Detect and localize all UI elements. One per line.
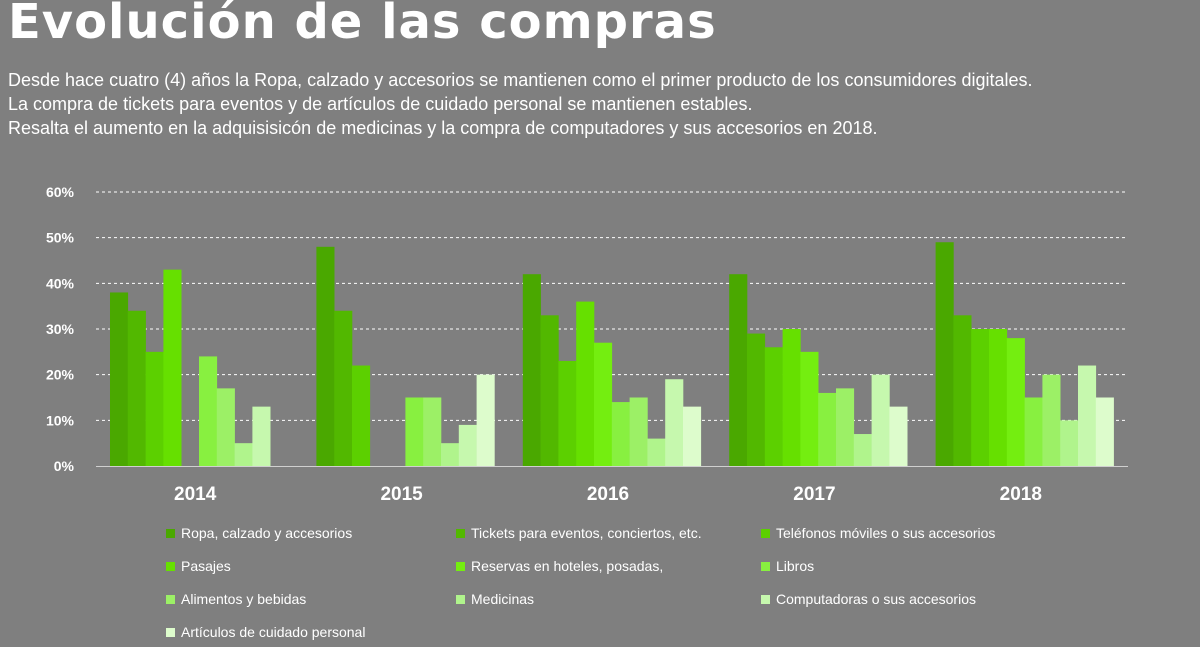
- bar: [1060, 420, 1079, 466]
- legend-label: Artículos de cuidado personal: [181, 624, 366, 640]
- legend-label: Ropa, calzado y accesorios: [181, 525, 353, 541]
- legend-item: Computadoras o sus accesorios: [761, 590, 1051, 608]
- bar: [216, 388, 235, 466]
- bar: [629, 397, 648, 466]
- bar: [818, 392, 837, 466]
- bar: [594, 342, 613, 466]
- bar: [352, 365, 371, 466]
- x-tick-label: 2014: [174, 484, 217, 505]
- bar: [110, 292, 129, 466]
- bar: [871, 374, 890, 466]
- y-tick-label: 40%: [46, 275, 75, 291]
- bar: [971, 329, 990, 466]
- legend-item: Pasajes: [166, 557, 456, 575]
- legend-swatch: [761, 561, 770, 571]
- bar: [522, 274, 541, 466]
- legend-item: Teléfonos móviles o sus accesorios: [761, 524, 1051, 542]
- legend-swatch: [761, 594, 770, 604]
- legend-item: Libros: [761, 557, 1051, 575]
- bar: [540, 315, 559, 466]
- bar: [1042, 374, 1061, 466]
- bar: [163, 269, 182, 466]
- legend-label: Libros: [776, 558, 815, 574]
- bar: [953, 315, 972, 466]
- y-tick-label: 50%: [46, 230, 75, 246]
- x-tick-label: 2015: [380, 484, 423, 505]
- legend-label: Teléfonos móviles o sus accesorios: [776, 525, 996, 541]
- bar: [729, 274, 748, 466]
- bar: [782, 329, 801, 466]
- bar: [989, 329, 1008, 466]
- bar: [1006, 338, 1025, 466]
- bar: [405, 397, 424, 466]
- legend-swatch: [166, 561, 175, 571]
- bar: [252, 406, 271, 466]
- bar: [558, 360, 577, 466]
- bar: [1095, 397, 1114, 466]
- y-tick-label: 30%: [46, 321, 75, 337]
- legend-swatch: [456, 594, 465, 604]
- x-tick-label: 2017: [793, 484, 835, 505]
- page-title: Evolución de las compras: [8, 0, 717, 50]
- bar: [1078, 365, 1097, 466]
- legend-label: Medicinas: [471, 591, 535, 607]
- legend-label: Computadoras o sus accesorios: [776, 591, 976, 607]
- description-line-1: Desde hace cuatro (4) años la Ropa, calz…: [8, 70, 1033, 90]
- bar: [476, 374, 495, 466]
- legend-swatch: [456, 528, 465, 538]
- bar: [800, 351, 819, 466]
- legend-item: Tickets para eventos, conciertos, etc.: [456, 524, 761, 542]
- legend-item: Reservas en hoteles, posadas,: [456, 557, 761, 575]
- legend-item: Ropa, calzado y accesorios: [166, 524, 456, 542]
- legend-item: Artículos de cuidado personal: [166, 623, 456, 641]
- bar: [889, 406, 908, 466]
- description: Desde hace cuatro (4) años la Ropa, calz…: [8, 68, 1188, 140]
- legend-swatch: [166, 528, 175, 538]
- bar: [316, 246, 335, 466]
- chart-legend: Ropa, calzado y accesorios Tickets para e…: [166, 524, 1066, 641]
- bar: [747, 333, 766, 466]
- bar: [935, 242, 954, 466]
- description-line-2: La compra de tickets para eventos y de a…: [8, 94, 753, 114]
- bar: [853, 434, 872, 466]
- y-tick-label: 10%: [46, 412, 75, 428]
- bar: [458, 424, 477, 466]
- bar: [145, 351, 164, 466]
- bar: [127, 310, 146, 466]
- legend-swatch: [166, 594, 175, 604]
- bar: [683, 406, 702, 466]
- bar: [334, 310, 353, 466]
- legend-label: Reservas en hoteles, posadas,: [471, 558, 664, 574]
- y-tick-label: 0%: [54, 458, 75, 474]
- bar: [1024, 397, 1043, 466]
- legend-label: Alimentos y bebidas: [181, 591, 307, 607]
- bar-chart: 0% 10% 20% 30% 40% 50% 60% 2014 2015 2016 2017 2018: [46, 184, 1128, 505]
- legend-label: Pasajes: [181, 558, 231, 574]
- legend-item: Medicinas: [456, 590, 761, 608]
- x-tick-label: 2018: [1000, 484, 1042, 505]
- bar: [576, 301, 595, 466]
- bar: [764, 347, 783, 466]
- y-tick-label: 60%: [46, 184, 75, 200]
- bar: [665, 379, 684, 466]
- legend-swatch: [761, 528, 770, 538]
- bar: [836, 388, 855, 466]
- bar: [441, 443, 460, 466]
- legend-swatch: [456, 561, 465, 571]
- legend-swatch: [166, 627, 175, 637]
- bar: [611, 402, 630, 466]
- bar: [423, 397, 442, 466]
- x-tick-label: 2016: [587, 484, 629, 505]
- description-line-3: Resalta el aumento en la adquisisicón de…: [8, 118, 878, 138]
- legend-label: Tickets para eventos, conciertos, etc.: [471, 525, 702, 541]
- legend-item: Alimentos y bebidas: [166, 590, 456, 608]
- bar: [647, 438, 666, 466]
- y-tick-label: 20%: [46, 367, 75, 383]
- bar: [234, 443, 253, 466]
- bar: [199, 356, 218, 466]
